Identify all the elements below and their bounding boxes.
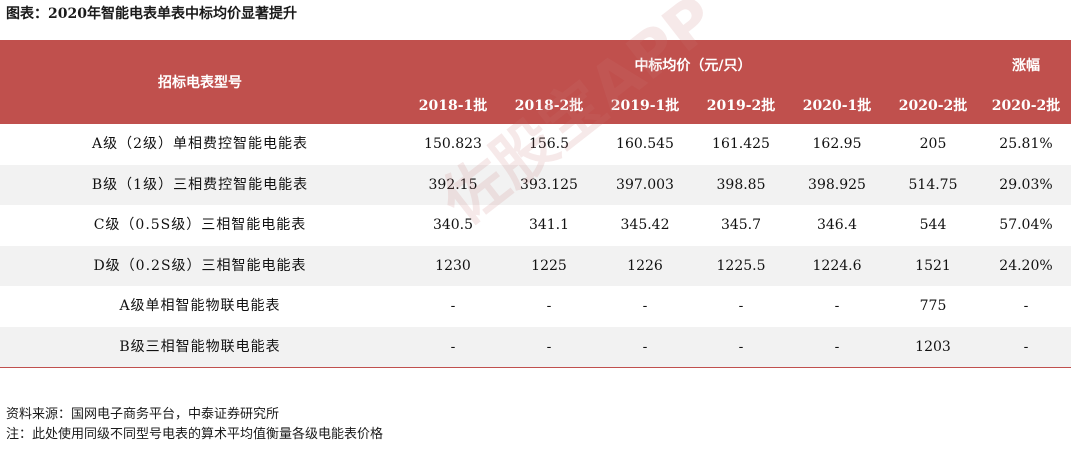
cell-value: 398.85 <box>716 176 766 193</box>
cell-value: 150.823 <box>424 136 482 152</box>
cell-value: 205 <box>919 136 947 152</box>
table-header: 招标电表型号 中标均价（元/只） 涨幅 2018-1批 2018-2批 2019… <box>0 42 1071 124</box>
cell-value: - <box>834 298 840 314</box>
table-row: C级（0.5S级）三相智能电能表 340.5 341.1 345.42 345.… <box>0 205 1071 246</box>
cell-value: 392.15 <box>428 176 478 193</box>
table-top-rule <box>0 40 1071 42</box>
header-col-2019-1: 2019-1批 <box>610 98 680 114</box>
table-row: B级（1级）三相费控智能电能表 392.15 393.125 397.003 3… <box>0 164 1071 205</box>
cell-value: - <box>738 298 744 314</box>
header-col-growth-2020-2: 2020-2批 <box>991 98 1061 114</box>
header-col-2020-2: 2020-2批 <box>898 98 968 114</box>
cell-growth: 24.20% <box>999 257 1053 274</box>
header-model-label: 招标电表型号 <box>158 75 242 91</box>
cell-value: 775 <box>919 298 947 314</box>
cell-value: 160.545 <box>616 136 674 152</box>
header-col-2018-1: 2018-1批 <box>418 98 488 114</box>
table-row: A级单相智能物联电能表 - - - - - 775 - <box>0 286 1071 327</box>
cell-growth: - <box>1023 298 1029 314</box>
cell-growth: 29.03% <box>999 176 1053 193</box>
row-model-name: B级（1级）三相费控智能电能表 <box>91 176 309 193</box>
row-model-name: C级（0.5S级）三相智能电能表 <box>93 217 307 233</box>
cell-value: 397.003 <box>616 176 674 193</box>
cell-value: 341.1 <box>528 217 570 233</box>
row-model-name: B级三相智能物联电能表 <box>119 338 281 355</box>
cell-value: - <box>834 338 840 355</box>
cell-value: 1521 <box>915 257 951 274</box>
cell-value: - <box>450 338 456 355</box>
table-row: B级三相智能物联电能表 - - - - - 1203 - <box>0 326 1071 367</box>
method-note: 注：此处使用同级不同型号电表的算术平均值衡量各级电能表价格 <box>6 427 384 442</box>
cell-value: 544 <box>919 217 947 233</box>
table-body: A级（2级）单相费控智能电能表 150.823 156.5 160.545 16… <box>0 124 1071 367</box>
cell-value: - <box>546 338 552 355</box>
cell-value: 1225 <box>531 257 567 274</box>
chart-title: 图表：2020年智能电表单表中标均价显著提升 <box>6 6 297 22</box>
cell-value: 1224.6 <box>812 257 862 274</box>
cell-value: 156.5 <box>528 136 570 152</box>
footnotes: 资料来源：国网电子商务平台，中泰证券研究所 注：此处使用同级不同型号电表的算术平… <box>6 405 383 445</box>
cell-value: - <box>642 298 648 314</box>
table-row: A级（2级）单相费控智能电能表 150.823 156.5 160.545 16… <box>0 124 1071 165</box>
row-model-name: D级（0.2S级）三相智能电能表 <box>93 257 307 274</box>
cell-value: 1226 <box>627 257 663 274</box>
cell-value: 1230 <box>435 257 471 274</box>
cell-value: 398.925 <box>808 176 866 193</box>
cell-value: 393.125 <box>520 176 578 193</box>
cell-value: 345.7 <box>720 217 762 233</box>
table-bottom-rule <box>0 367 1071 368</box>
cell-value: 340.5 <box>432 217 474 233</box>
header-price-group-label: 中标均价（元/只） <box>634 58 752 74</box>
header-col-2018-2: 2018-2批 <box>514 98 584 114</box>
cell-value: - <box>546 298 552 314</box>
header-growth-label: 涨幅 <box>1012 58 1040 74</box>
cell-value: - <box>642 338 648 355</box>
source-note: 资料来源：国网电子商务平台，中泰证券研究所 <box>6 407 280 422</box>
cell-value: - <box>738 338 744 355</box>
cell-value: 162.95 <box>812 136 862 152</box>
header-col-2019-2: 2019-2批 <box>706 98 776 114</box>
cell-value: - <box>450 298 456 314</box>
cell-growth: 57.04% <box>999 217 1053 233</box>
cell-growth: 25.81% <box>999 136 1053 152</box>
cell-value: 161.425 <box>712 136 770 152</box>
header-col-2020-1: 2020-1批 <box>802 98 872 114</box>
row-model-name: A级单相智能物联电能表 <box>119 298 281 314</box>
cell-value: 345.42 <box>620 217 670 233</box>
cell-growth: - <box>1023 338 1029 355</box>
cell-value: 1225.5 <box>716 257 766 274</box>
table-row: D级（0.2S级）三相智能电能表 1230 1225 1226 1225.5 1… <box>0 245 1071 286</box>
cell-value: 346.4 <box>816 217 858 233</box>
cell-value: 1203 <box>915 338 951 355</box>
cell-value: 514.75 <box>908 176 958 193</box>
row-model-name: A级（2级）单相费控智能电能表 <box>91 136 309 152</box>
